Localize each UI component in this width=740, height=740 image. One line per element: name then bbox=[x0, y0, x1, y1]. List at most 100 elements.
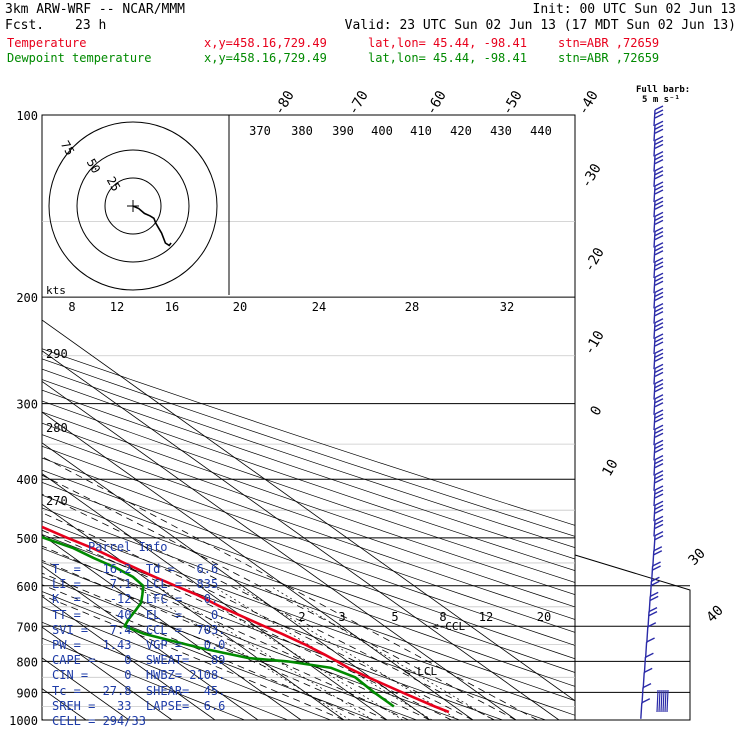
wind-barb-flag-6-2 bbox=[654, 204, 664, 210]
isotherm-label-3: -50 bbox=[499, 88, 526, 118]
wind-barb-flag-18-0 bbox=[654, 378, 664, 385]
lcl-annotation: <-LCL bbox=[404, 665, 437, 678]
wind-barb-flag-17-1 bbox=[654, 367, 664, 374]
wind-barb-flag-10-0 bbox=[654, 257, 664, 263]
wind-barb-9 bbox=[653, 242, 664, 263]
parcel-info-line: CIN = 0 HWBZ= 2108. bbox=[52, 668, 226, 683]
mixing-ratio-upper-32: 32 bbox=[500, 300, 514, 314]
hodograph-ring-2 bbox=[48, 121, 218, 291]
wind-barb-staff-30 bbox=[650, 565, 654, 583]
isotherm-label-40: 40 bbox=[704, 603, 727, 626]
wind-barb-7 bbox=[653, 211, 664, 233]
moist-adiabat-20 bbox=[42, 512, 474, 720]
wind-barb-flag-2-1 bbox=[654, 139, 664, 146]
ccl-annotation: <-CCL bbox=[432, 620, 465, 633]
wind-barb-flag-21-1 bbox=[654, 428, 664, 434]
wind-barb-32 bbox=[648, 591, 659, 613]
wind-barb-24 bbox=[653, 470, 664, 491]
wind-barb-flag-36-0 bbox=[645, 652, 654, 658]
wind-barb-staff-2 bbox=[653, 140, 656, 157]
wind-barb-staff-24 bbox=[653, 474, 656, 491]
model-title: 3km ARW-WRF -- NCAR/MMM bbox=[5, 2, 186, 17]
wind-barb-flag-37-0 bbox=[643, 667, 653, 674]
mixing-ratio-20 bbox=[269, 585, 494, 720]
isotherm--30 bbox=[42, 565, 259, 720]
wind-barb-staff-11 bbox=[653, 277, 656, 294]
wind-barb-staff-26 bbox=[653, 505, 656, 522]
theta-e-label-280: 280 bbox=[46, 421, 68, 435]
theta-label-380: 380 bbox=[291, 124, 313, 138]
wind-barb-38 bbox=[641, 682, 652, 704]
wind-barb-39 bbox=[640, 698, 651, 719]
mixing-ratio-upper-20: 20 bbox=[233, 300, 247, 314]
wind-barb-21 bbox=[653, 424, 664, 446]
isotherm-label-r3: 0 bbox=[587, 403, 605, 418]
wind-barb-flag-14-1 bbox=[654, 322, 664, 328]
wind-barb-staff-27 bbox=[653, 520, 656, 537]
series-line-temperature bbox=[42, 525, 450, 714]
dry-adiabat-260 bbox=[42, 606, 331, 720]
dry-adiabat-270 bbox=[42, 591, 374, 720]
wind-barb-flag-32-0 bbox=[649, 591, 659, 598]
isotherm-label-4: -40 bbox=[575, 88, 602, 118]
wind-barb-flag-0-2 bbox=[654, 113, 664, 119]
wind-barb-flag-18-2 bbox=[654, 386, 664, 393]
wind-barb-flag-17-2 bbox=[654, 371, 664, 378]
wind-barb-flag-6-0 bbox=[654, 196, 664, 202]
dry-adiabat-310 bbox=[42, 534, 546, 720]
forecast-hour: 23 h bbox=[75, 18, 107, 33]
wind-barb-staff-23 bbox=[653, 459, 656, 476]
wind-barb-flag-26-1 bbox=[654, 504, 664, 510]
theta-label-440: 440 bbox=[530, 124, 552, 138]
mixing-ratio-upper-24: 24 bbox=[312, 300, 326, 314]
temperature-legend-label: Temperature bbox=[7, 36, 87, 50]
wind-barb-5 bbox=[653, 181, 664, 203]
wind-barb-staff-10 bbox=[653, 261, 656, 279]
theta-label-410: 410 bbox=[410, 124, 432, 138]
wind-barb-flag-16-2 bbox=[654, 356, 664, 362]
moist-adiabat-0 bbox=[42, 572, 388, 720]
wind-barb-31 bbox=[649, 576, 660, 598]
theta-label-390: 390 bbox=[332, 124, 354, 138]
wind-barb-flag-16-1 bbox=[654, 352, 664, 358]
wind-barb-15 bbox=[653, 333, 664, 355]
wind-barb-flag-15-2 bbox=[654, 341, 664, 347]
wind-barb-staff-21 bbox=[653, 429, 656, 446]
barb-key-units: 5 m s⁻¹ bbox=[642, 95, 680, 105]
mixing-ratio-upper-16: 16 bbox=[165, 300, 179, 314]
wind-barb-flag-31-0 bbox=[651, 576, 660, 582]
pressure-tick-200: 200 bbox=[16, 291, 38, 305]
wind-barb-37 bbox=[642, 667, 653, 689]
wind-barb-flag-13-2 bbox=[654, 310, 664, 317]
wind-barb-flag-26-0 bbox=[654, 500, 664, 506]
wind-barb-flag-3-0 bbox=[654, 150, 664, 157]
wind-barb-flag-20-2 bbox=[654, 417, 664, 423]
parcel-info-line: SVI = 7.4 CCL = 703. bbox=[52, 622, 226, 637]
wind-barb-flag-24-1 bbox=[654, 474, 664, 480]
wind-barb-2 bbox=[653, 135, 664, 157]
wind-barb-staff-36 bbox=[643, 657, 647, 674]
dry-adiabat-470 bbox=[42, 348, 575, 526]
moist-adiabat-30 bbox=[42, 474, 517, 720]
isotherm--20 bbox=[42, 534, 302, 720]
pressure-tick-800: 800 bbox=[16, 655, 38, 669]
isotherm-50 bbox=[42, 319, 575, 702]
wind-barb-flag-29-0 bbox=[653, 546, 663, 552]
dry-adiabat-350 bbox=[42, 482, 575, 673]
parcel-info-line: LI = 7.1 LCL = 835 bbox=[52, 577, 219, 592]
parcel-info-line: T = 16.2 Td = 6.6 bbox=[52, 562, 219, 576]
wind-barb-flag-9-0 bbox=[654, 242, 664, 248]
isotherm-10 bbox=[42, 442, 431, 720]
isotherm-label-0: -80 bbox=[271, 88, 298, 118]
pressure-tick-900: 900 bbox=[16, 686, 38, 700]
wind-barb-staff-16 bbox=[653, 353, 656, 370]
surface-barb-2 bbox=[660, 689, 663, 713]
mixing-ratio-12 bbox=[236, 585, 459, 720]
theta-label-370: 370 bbox=[249, 124, 271, 138]
wind-barb-staff-34 bbox=[646, 626, 649, 643]
mixing-ratio-lower-2: 2 bbox=[298, 610, 305, 624]
dry-adiabat-240 bbox=[42, 637, 245, 720]
wind-barb-20 bbox=[653, 409, 664, 431]
hodograph-ring-1 bbox=[76, 149, 190, 263]
